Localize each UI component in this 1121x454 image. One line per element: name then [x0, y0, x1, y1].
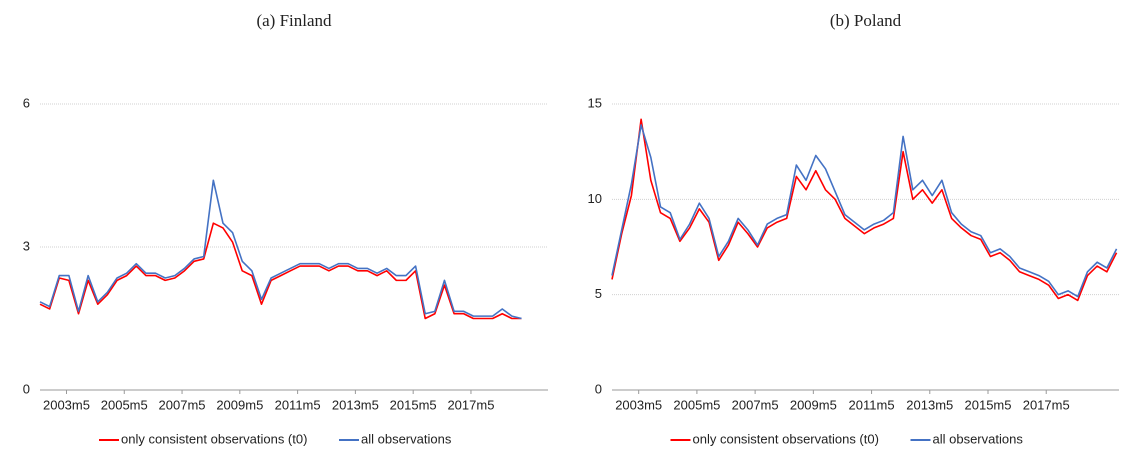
x-tick-label: 2009m5 — [216, 397, 263, 412]
series-line — [611, 124, 1118, 298]
series-line — [611, 118, 1118, 302]
x-tick-label: 2015m5 — [390, 397, 437, 412]
x-tick-label: 2015m5 — [965, 397, 1012, 412]
x-tick-label: 2007m5 — [159, 397, 206, 412]
y-tick-label: 10 — [588, 191, 602, 206]
legend-label: all observations — [933, 431, 1024, 446]
chart-title: (b) Poland — [830, 11, 902, 30]
series-line — [39, 222, 522, 320]
legend-label: all observations — [361, 431, 452, 446]
x-tick-label: 2017m5 — [447, 397, 494, 412]
x-tick-label: 2013m5 — [332, 397, 379, 412]
legend-label: only consistent observations (t0) — [693, 431, 879, 446]
y-tick-label: 3 — [23, 238, 30, 253]
x-tick-label: 2003m5 — [43, 397, 90, 412]
x-tick-label: 2011m5 — [849, 397, 895, 412]
x-tick-label: 2005m5 — [673, 397, 720, 412]
legend-label: only consistent observations (t0) — [121, 431, 307, 446]
y-tick-label: 0 — [23, 381, 30, 396]
series-line — [39, 179, 522, 320]
chart-title: (a) Finland — [256, 11, 332, 30]
x-tick-label: 2007m5 — [732, 397, 779, 412]
y-tick-label: 15 — [588, 95, 602, 110]
x-tick-label: 2013m5 — [906, 397, 953, 412]
x-tick-label: 2005m5 — [101, 397, 148, 412]
x-tick-label: 2011m5 — [275, 397, 321, 412]
x-tick-label: 2003m5 — [615, 397, 662, 412]
x-tick-label: 2009m5 — [790, 397, 837, 412]
y-tick-label: 5 — [595, 286, 602, 301]
x-tick-label: 2017m5 — [1023, 397, 1070, 412]
y-tick-label: 6 — [23, 95, 30, 110]
y-tick-label: 0 — [595, 381, 602, 396]
